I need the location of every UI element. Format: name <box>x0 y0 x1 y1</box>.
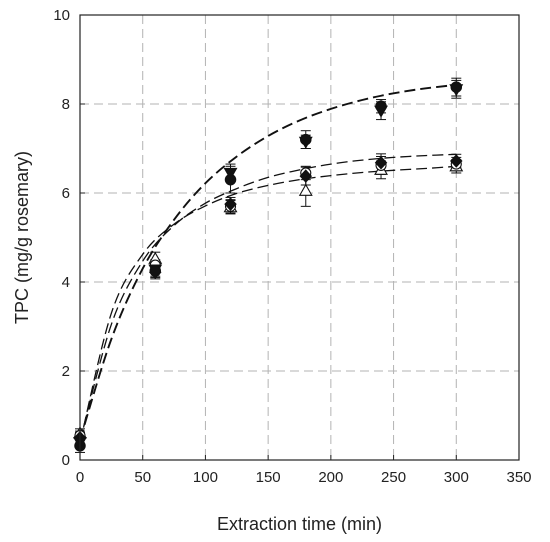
filled-diamond-point <box>450 154 463 168</box>
filled-diamond-point <box>224 197 237 211</box>
filled-diamond-point <box>374 155 388 170</box>
filled-triangle-point <box>223 167 238 181</box>
filled-diamond-point <box>299 169 313 183</box>
fit-curves <box>79 83 457 444</box>
filled-circle-point <box>224 173 237 186</box>
filled-circle-point <box>375 100 387 112</box>
y-tick-label: 0 <box>62 452 70 469</box>
x-tick-label: 0 <box>76 469 84 486</box>
grid <box>80 15 519 460</box>
filled-circle-point <box>149 265 162 277</box>
fit-curve <box>79 153 457 442</box>
x-tick-label: 250 <box>381 469 406 486</box>
filled-circle-point <box>450 81 463 93</box>
y-tick-label: 4 <box>62 274 70 291</box>
fit-curve <box>79 165 457 444</box>
open-triangle-point <box>298 183 313 196</box>
y-tick-label: 2 <box>62 363 70 380</box>
axis-ticks: 0 50 100 150 200 250 300 350 0 2 4 6 8 10 <box>53 7 531 486</box>
y-axis-label: TPC (mg/g rosemary) <box>12 151 32 324</box>
x-tick-label: 300 <box>444 469 469 486</box>
filled-circle-point <box>300 133 312 146</box>
x-tick-label: 50 <box>134 469 151 486</box>
y-tick-label: 8 <box>62 96 70 113</box>
x-tick-label: 150 <box>256 469 281 486</box>
x-tick-label: 200 <box>318 469 343 486</box>
fit-curve <box>79 83 457 441</box>
x-tick-label: 350 <box>506 469 531 486</box>
plot-frame <box>79 14 520 461</box>
y-tick-label: 10 <box>53 7 70 24</box>
y-tick-label: 6 <box>62 185 70 202</box>
x-tick-label: 100 <box>193 469 218 486</box>
x-axis-label: Extraction time (min) <box>217 514 382 534</box>
